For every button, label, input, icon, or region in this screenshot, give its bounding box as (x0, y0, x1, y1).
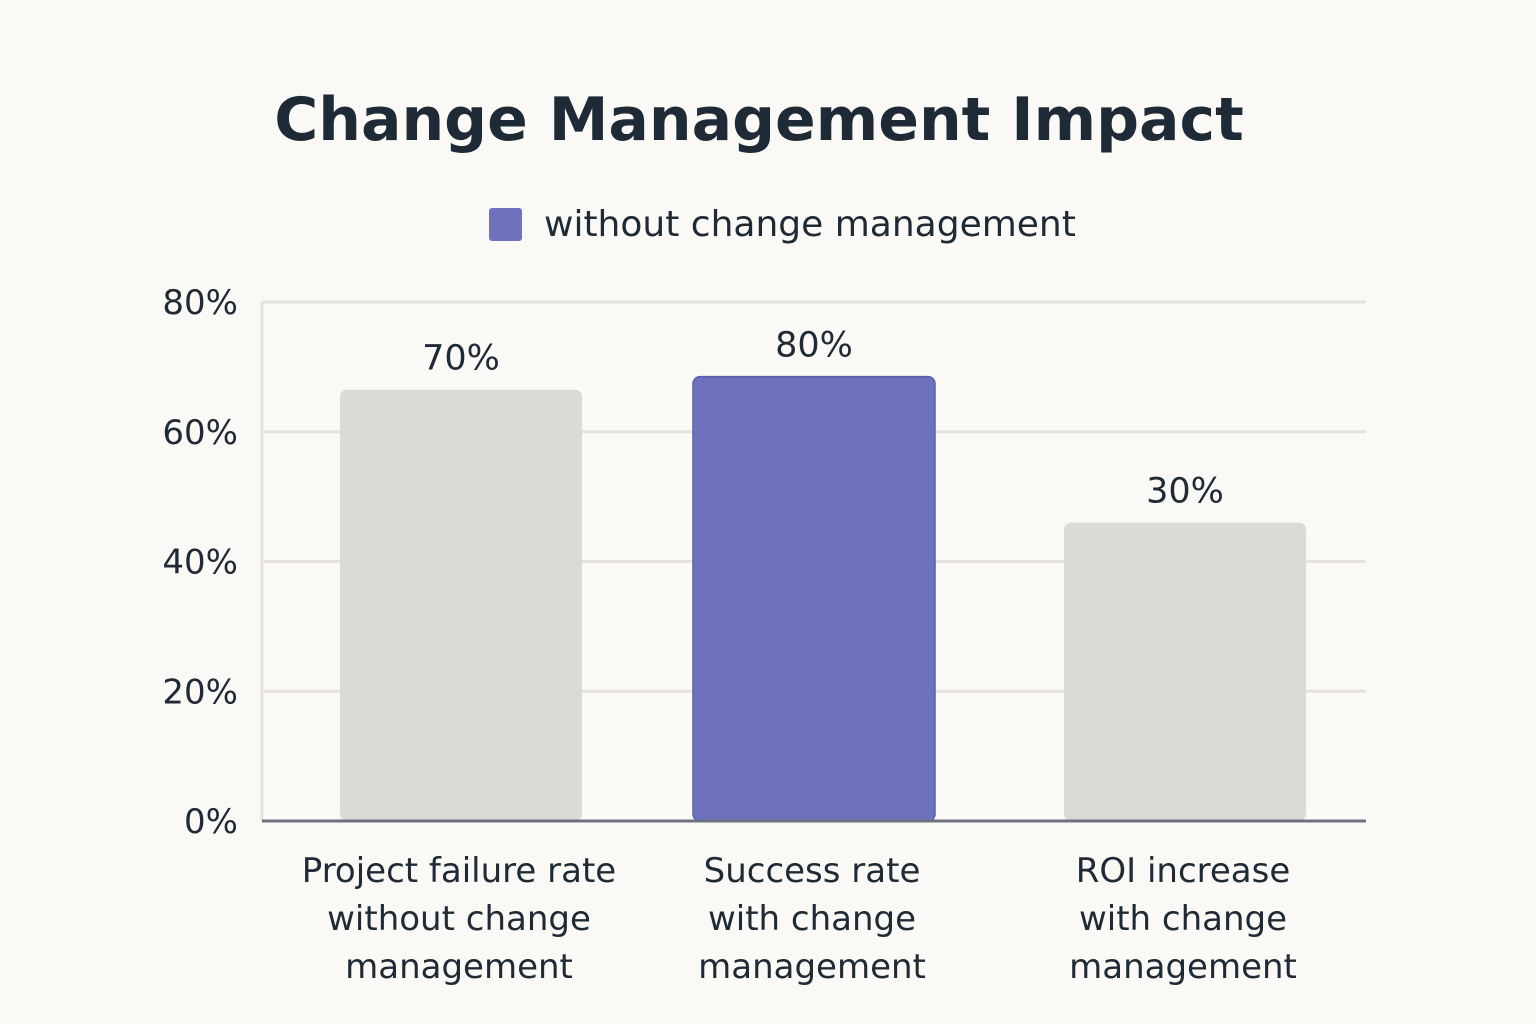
x-tick-label: without change (327, 899, 591, 939)
x-tick-label: management (345, 947, 573, 987)
y-tick-label: 60% (162, 413, 238, 453)
x-tick-label: with change (1079, 899, 1287, 939)
data-label: 80% (775, 326, 853, 366)
bar (1064, 522, 1306, 821)
bar (340, 389, 582, 821)
y-tick-label: 20% (162, 672, 238, 712)
x-tick-label: management (698, 947, 926, 987)
x-tick-label: ROI increase (1076, 851, 1291, 891)
legend-label: without change management (544, 203, 1076, 245)
data-label: 30% (1146, 472, 1224, 512)
y-tick-label: 40% (162, 543, 238, 583)
y-tick-label: 80% (162, 283, 238, 323)
chart-legend: without change management (489, 198, 1076, 250)
chart-title: Change Management Impact (274, 85, 1244, 155)
x-tick-label: Project failure rate (302, 851, 616, 891)
bar (692, 375, 936, 822)
x-tick-label: management (1069, 947, 1297, 987)
legend-swatch (489, 207, 522, 241)
y-tick-label: 0% (184, 802, 238, 842)
data-label: 70% (422, 339, 500, 379)
x-tick-label: with change (708, 899, 916, 939)
x-tick-label: Success rate (704, 851, 921, 891)
